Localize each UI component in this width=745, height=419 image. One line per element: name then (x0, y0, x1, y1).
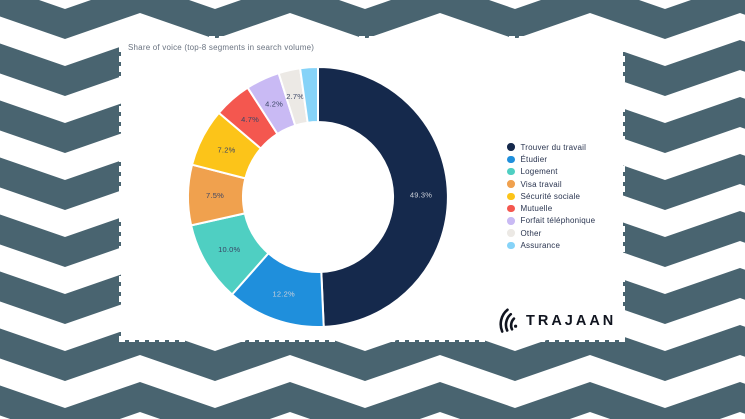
legend-color-dot (507, 180, 515, 188)
legend-label: Other (520, 228, 542, 238)
legend-label: Trouver du travail (520, 142, 587, 152)
legend-color-dot (507, 192, 515, 201)
legend-item: Logement (507, 166, 595, 178)
trajaan-logo-icon (499, 308, 518, 333)
chart-title: Share of voice (top-8 segments in search… (128, 43, 315, 52)
slice-percent-label: 10.0% (218, 245, 240, 254)
donut-slice (299, 66, 319, 124)
legend-label: Visa travail (520, 179, 562, 189)
legend-label: Mutuelle (520, 204, 553, 214)
legend-item: Other (507, 227, 595, 239)
donut-slice (317, 66, 449, 328)
trajaan-logo: TRAJAAN (498, 307, 616, 334)
slice-percent-label: 4.7% (241, 115, 259, 124)
legend-item: Sécurité sociale (507, 190, 595, 202)
chevron-stripe (0, 0, 745, 39)
legend-color-dot (507, 155, 515, 164)
legend-item: Étudier (507, 153, 595, 165)
slice-percent-label: 4.2% (265, 99, 283, 108)
slice-percent-label: 49.3% (410, 190, 432, 199)
legend-color-dot (507, 167, 515, 176)
legend-color-dot (507, 143, 515, 151)
legend-item: Trouver du travail (507, 141, 595, 153)
legend-label: Sécurité sociale (520, 191, 581, 201)
donut-chart: 49.3% 12.2% 10.0% 7.5% 7.2% 4.7% 4.2%2.7% (187, 66, 449, 328)
legend-label: Assurance (520, 241, 561, 251)
trajaan-logo-text: TRAJAAN (526, 312, 617, 329)
legend-color-dot (507, 241, 515, 250)
legend-label: Étudier (520, 154, 548, 164)
legend-item: Assurance (507, 239, 595, 251)
slice-percent-label: 12.2% (273, 290, 295, 299)
legend-item: Mutuelle (507, 202, 595, 214)
slice-percent-label: 7.2% (218, 145, 236, 154)
chart-card: Share of voice (top-8 segments in search… (119, 36, 625, 342)
legend-label: Forfait téléphonique (520, 216, 596, 226)
legend-label: Logement (520, 167, 558, 177)
legend-color-dot (507, 217, 515, 225)
chevron-stripe (0, 382, 745, 419)
legend-color-dot (507, 204, 515, 213)
slice-percent-label: 7.5% (206, 191, 224, 200)
legend-item: Visa travail (507, 178, 595, 190)
legend-item: Forfait téléphonique (507, 215, 595, 227)
legend-color-dot (507, 229, 515, 237)
slice-percent-label: 2.7% (286, 92, 304, 101)
chart-legend: Trouver du travail Étudier Logement Visa tr… (507, 141, 595, 252)
